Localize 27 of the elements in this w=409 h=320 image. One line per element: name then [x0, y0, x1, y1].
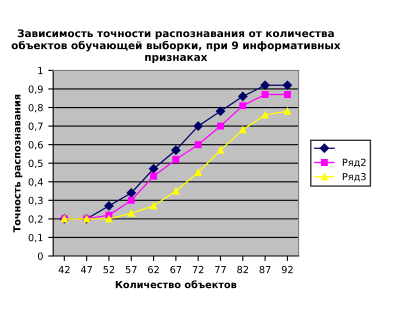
y-tick-label: 0,8 — [28, 104, 43, 112]
legend-label: Ряд3 — [342, 172, 366, 182]
y-axis-title: Точность распознавания — [13, 94, 22, 232]
x-tick-label: 67 — [170, 266, 182, 274]
y-tick-label: 0,5 — [28, 160, 43, 168]
chart-title: Зависимость точности распознавания от количества объектов обучающей выборки, при 9 информативных признаках — [12, 29, 340, 64]
y-tick-label: 0,1 — [28, 234, 43, 242]
x-tick-label: 42 — [58, 266, 70, 274]
x-tick-label: 77 — [215, 266, 226, 274]
x-tick-label: 47 — [80, 266, 92, 274]
x-tick-label: 87 — [260, 266, 270, 274]
y-tick-label: 0,7 — [28, 122, 43, 131]
x-tick-label: 57 — [126, 266, 137, 274]
legend-label: Ряд2 — [342, 158, 366, 168]
y-tick-label: 1 — [38, 67, 43, 74]
x-tick-label: 92 — [282, 266, 293, 274]
x-tick-label: 72 — [192, 266, 204, 274]
y-tick-label: 0,2 — [28, 215, 42, 224]
x-tick-label: 82 — [237, 266, 248, 274]
x-tick-label: 62 — [148, 266, 159, 274]
y-tick-label: 0,9 — [28, 85, 43, 94]
y-tick-label: 0,6 — [28, 141, 43, 150]
x-tick-label: 52 — [104, 266, 114, 274]
y-tick-label: 0 — [38, 252, 43, 260]
y-tick-label: 0,3 — [28, 196, 43, 206]
y-tick-label: 0,4 — [28, 178, 43, 187]
x-axis-title: Количество объектов — [116, 280, 236, 288]
